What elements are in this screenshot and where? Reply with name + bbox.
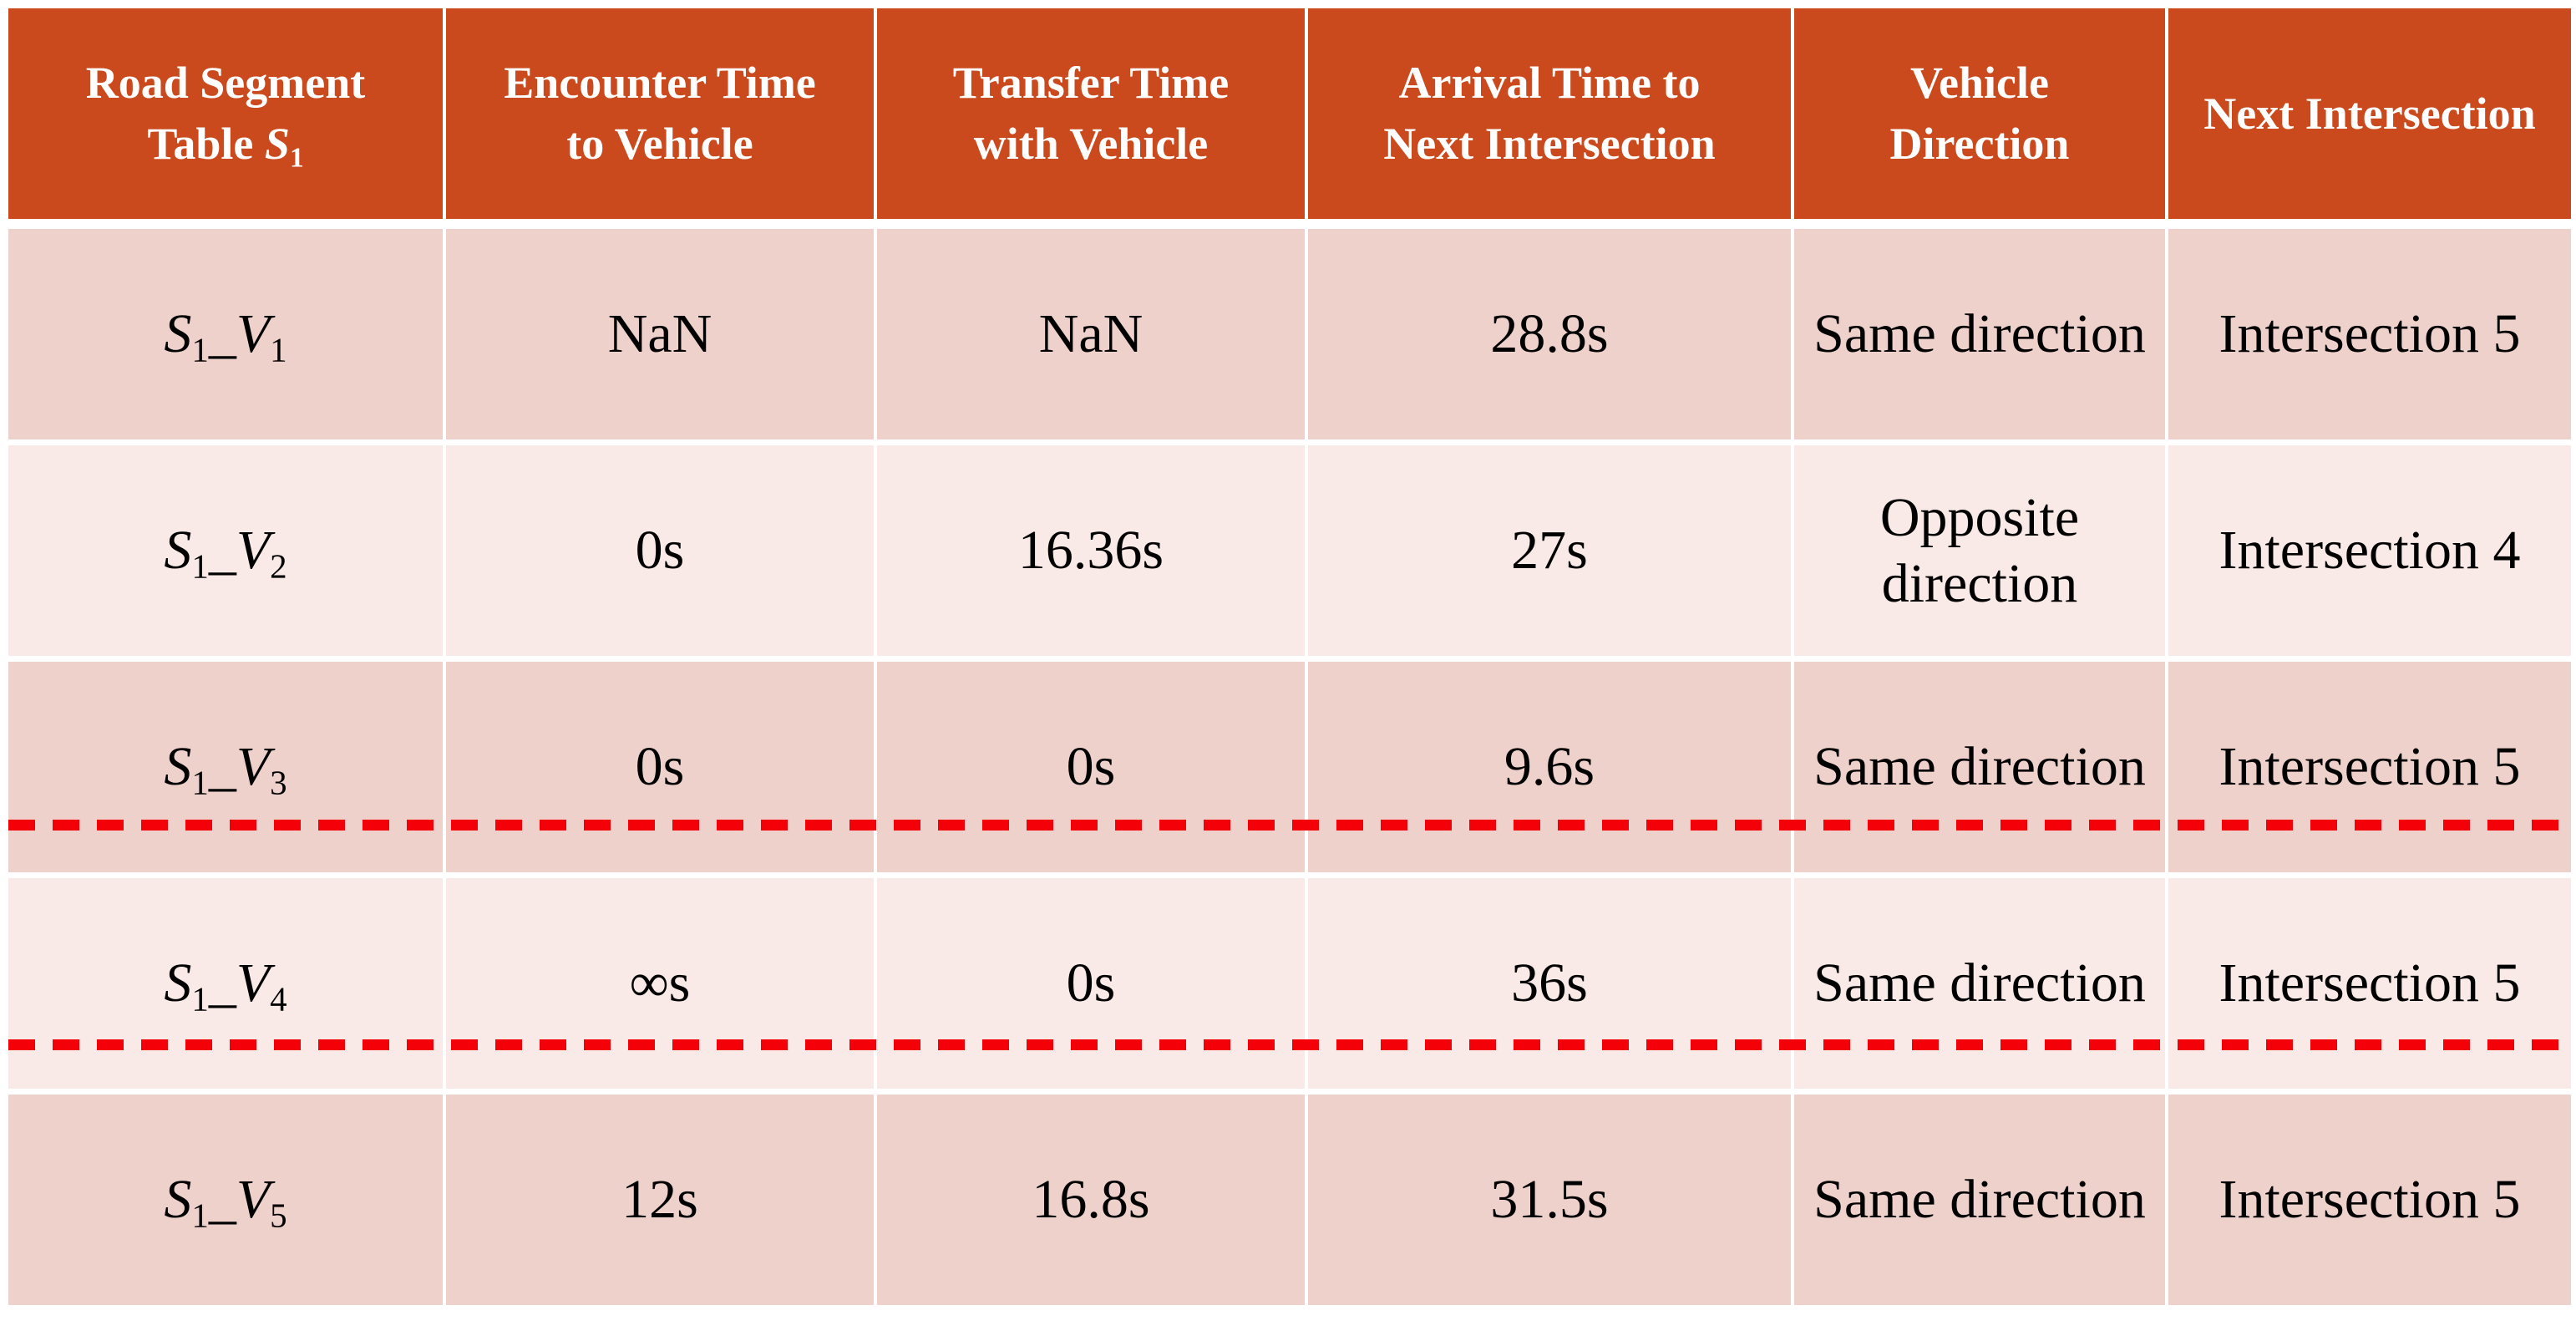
- header-text: Vehicle Direction: [1889, 58, 2070, 169]
- cell-next-intersection: Intersection 5: [2168, 1095, 2571, 1305]
- cell-transfer-time: 16.36s: [877, 445, 1305, 656]
- cell-transfer-time: 0s: [877, 662, 1305, 872]
- header-vehicle-direction: Vehicle Direction: [1794, 8, 2165, 223]
- cell-arrival-time: 27s: [1308, 445, 1791, 656]
- cell-segment-id: S1_V5: [8, 1095, 443, 1305]
- header-transfer-time: Transfer Time with Vehicle: [877, 8, 1305, 223]
- cell-arrival-time: 36s: [1308, 878, 1791, 1089]
- header-road-segment-table: Road Segment Table S1: [8, 8, 443, 223]
- cell-encounter-time: 0s: [446, 445, 874, 656]
- header-arrival-time: Arrival Time to Next Intersection: [1308, 8, 1791, 223]
- header-text: Arrival Time to Next Intersection: [1383, 58, 1716, 169]
- segment-id: S1_V2: [164, 520, 287, 586]
- cell-segment-id: S1_V1: [8, 229, 443, 439]
- header-text: Encounter Time to Vehicle: [504, 58, 816, 169]
- cell-segment-id: S1_V2: [8, 445, 443, 656]
- segment-id: S1_V3: [164, 736, 287, 802]
- cell-vehicle-direction: Same direction: [1794, 1095, 2165, 1305]
- road-segment-table: Road Segment Table S1 Encounter Time to V…: [8, 8, 2571, 1305]
- header-text: Road Segment Table S1: [85, 58, 366, 174]
- cell-vehicle-direction: Same direction: [1794, 229, 2165, 439]
- cell-next-intersection: Intersection 4: [2168, 445, 2571, 656]
- cell-next-intersection: Intersection 5: [2168, 878, 2571, 1089]
- cell-encounter-time: ∞s: [446, 878, 874, 1089]
- cell-transfer-time: NaN: [877, 229, 1305, 439]
- cell-arrival-time: 31.5s: [1308, 1095, 1791, 1305]
- header-next-intersection: Next Intersection: [2168, 8, 2571, 223]
- cell-next-intersection: Intersection 5: [2168, 229, 2571, 439]
- cell-arrival-time: 9.6s: [1308, 662, 1791, 872]
- cell-encounter-time: 12s: [446, 1095, 874, 1305]
- header-text: Transfer Time with Vehicle: [952, 58, 1230, 169]
- cell-transfer-time: 0s: [877, 878, 1305, 1089]
- cell-encounter-time: 0s: [446, 662, 874, 872]
- cell-arrival-time: 28.8s: [1308, 229, 1791, 439]
- header-text: Next Intersection: [2203, 88, 2536, 139]
- segment-id: S1_V1: [164, 303, 287, 369]
- cell-vehicle-direction: Same direction: [1794, 662, 2165, 872]
- cell-vehicle-direction: Opposite direction: [1794, 445, 2165, 656]
- table-grid: Road Segment Table S1 Encounter Time to V…: [8, 8, 2571, 1305]
- cell-transfer-time: 16.8s: [877, 1095, 1305, 1305]
- cell-vehicle-direction: Same direction: [1794, 878, 2165, 1089]
- header-encounter-time: Encounter Time to Vehicle: [446, 8, 874, 223]
- segment-id: S1_V4: [164, 952, 287, 1018]
- segment-id: S1_V5: [164, 1169, 287, 1235]
- cell-segment-id: S1_V4: [8, 878, 443, 1089]
- cell-next-intersection: Intersection 5: [2168, 662, 2571, 872]
- cell-encounter-time: NaN: [446, 229, 874, 439]
- cell-segment-id: S1_V3: [8, 662, 443, 872]
